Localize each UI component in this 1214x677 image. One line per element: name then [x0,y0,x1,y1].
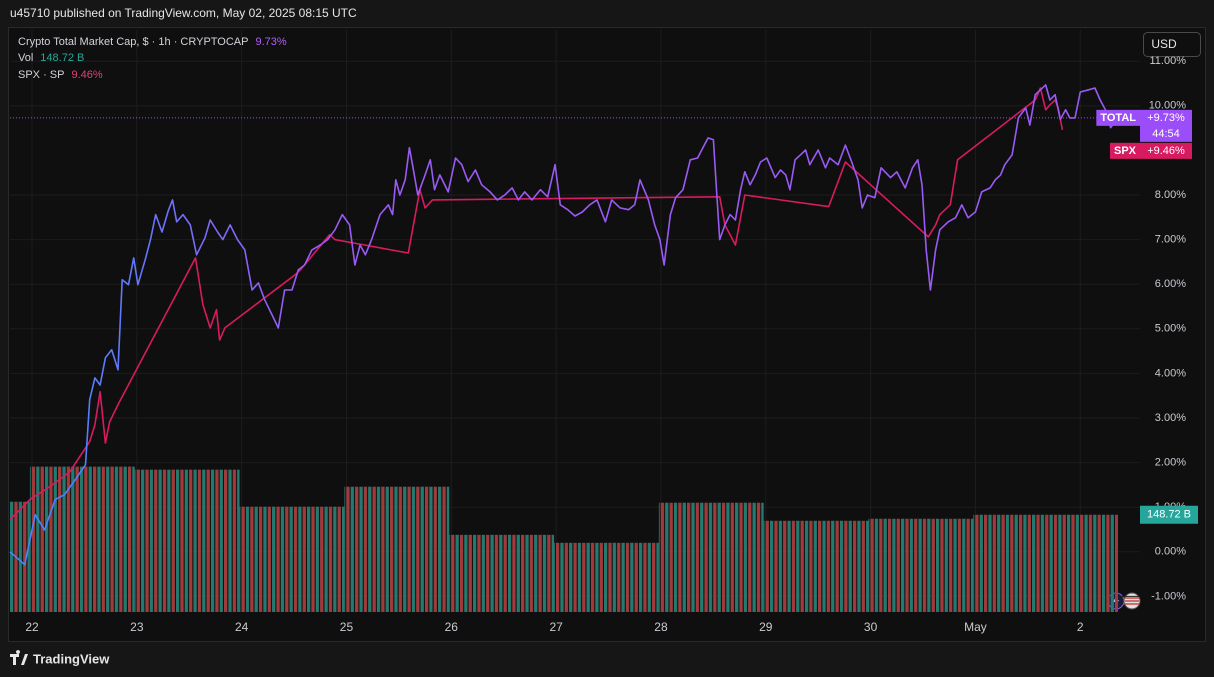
volume-bar [868,518,974,612]
series-line [9,87,1064,521]
y-tick-label: 10.00% [1149,100,1187,112]
volume-bar [554,542,659,612]
volume-bar [239,506,345,612]
flag-stripes [1125,597,1139,605]
volume-bar [658,502,764,612]
y-tick-label: 3.00% [1155,412,1186,424]
x-tick-label: May [964,620,987,634]
publish-header: u45710 published on TradingView.com, May… [10,6,357,20]
legend-name: Crypto Total Market Cap, $ · 1h · CRYPTO… [18,36,248,48]
footer-brand: TradingView [33,651,110,666]
currency-button[interactable] [1143,32,1201,57]
legend-name: Vol [18,52,33,64]
legend-name: SPX · SP [18,69,64,81]
x-tick-label: 26 [445,620,459,634]
volume-bar [134,469,240,612]
x-tick-label: 29 [759,620,773,634]
x-tick-label: 2 [1077,620,1084,634]
volume-bar [449,534,555,612]
y-tick-label: 4.00% [1155,367,1186,379]
currency-label[interactable]: USD [1151,37,1177,51]
series-name-tag [1109,142,1140,159]
x-tick-label: 23 [130,620,144,634]
x-tick-label: 28 [654,620,668,634]
volume-bar [973,514,1118,612]
volume-tag [1140,505,1198,524]
y-tick-label: 7.00% [1155,234,1186,246]
y-tick-label: 6.00% [1155,278,1186,290]
volume-bar [344,486,450,612]
series-short-name: TOTAL [1100,112,1136,124]
y-tick-label: 5.00% [1155,323,1186,335]
volume-tag-label: 148.72 B [1147,509,1191,521]
countdown: 44:54 [1152,128,1180,140]
y-tick-label: -1.00% [1151,590,1186,602]
price-tag [1140,142,1192,159]
series-line [9,84,1116,566]
volume-bar [10,501,30,612]
x-tick-label: 24 [235,620,249,634]
series-short-name: SPX [1114,145,1137,157]
logo-icon [10,650,28,665]
price-tag-label: +9.73% [1147,112,1185,124]
volume-bar [29,466,135,612]
y-tick-label: 2.00% [1155,457,1186,469]
x-tick-label: 30 [864,620,878,634]
volume-bar [763,520,869,612]
x-tick-label: 25 [340,620,354,634]
x-tick-label: 27 [549,620,563,634]
y-tick-label: 8.00% [1155,189,1186,201]
footer-logo [10,650,28,665]
price-tag-label: +9.46% [1147,145,1185,157]
legend-value: 148.72 B [40,52,84,64]
x-tick-label: 22 [25,620,39,634]
legend-value: 9.73% [255,36,286,48]
legend-value: 9.46% [71,69,102,81]
y-tick-label: 0.00% [1155,546,1186,558]
price-tag [1140,109,1192,142]
series-name-tag [1096,109,1140,126]
y-tick-label: 11.00% [1150,55,1187,67]
